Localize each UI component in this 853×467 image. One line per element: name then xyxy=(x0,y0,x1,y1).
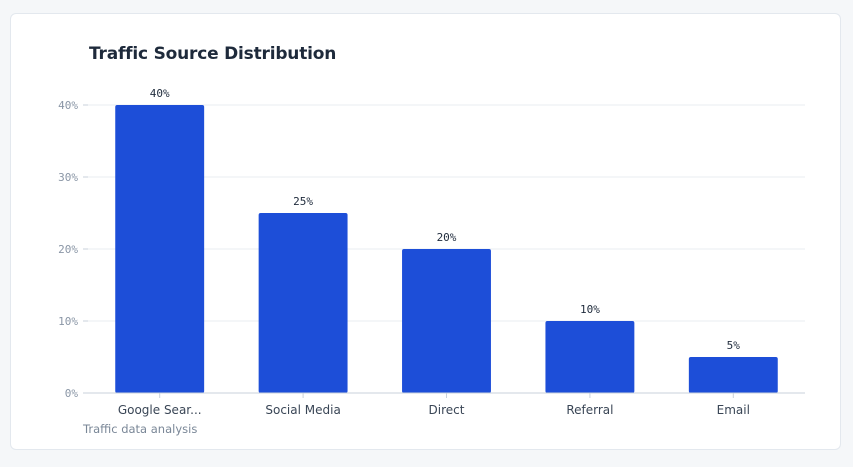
y-tick-label: 10% xyxy=(58,315,78,328)
bar xyxy=(688,357,778,393)
bar-value-label: 25% xyxy=(293,195,313,208)
y-tick-label: 20% xyxy=(58,243,78,256)
bar-value-label: 5% xyxy=(727,339,741,352)
chart-title: Traffic Source Distribution xyxy=(89,44,337,64)
chart-caption: Traffic data analysis xyxy=(83,422,198,436)
x-tick-label: Google Sear... xyxy=(118,403,202,417)
x-tick-label: Email xyxy=(717,403,750,417)
bars xyxy=(115,105,778,393)
bar-value-label: 20% xyxy=(437,231,457,244)
data-labels: 40% 25% 20% 10% 5% xyxy=(150,87,741,352)
bar xyxy=(115,105,205,393)
y-axis: 0% 10% 20% 30% 40% xyxy=(58,99,88,400)
bar xyxy=(258,213,348,393)
y-tick-label: 40% xyxy=(58,99,78,112)
x-tick-label: Social Media xyxy=(265,403,340,417)
bar xyxy=(402,249,491,393)
x-tick-label: Direct xyxy=(429,403,465,417)
y-tick-label: 30% xyxy=(58,171,78,184)
bar-value-label: 40% xyxy=(150,87,170,100)
x-axis: Google Sear... Social Media Direct Referral… xyxy=(88,392,805,417)
bar xyxy=(545,321,635,393)
y-tick-label: 0% xyxy=(65,387,79,400)
x-tick-label: Referral xyxy=(566,403,613,417)
bar-value-label: 10% xyxy=(580,303,600,316)
